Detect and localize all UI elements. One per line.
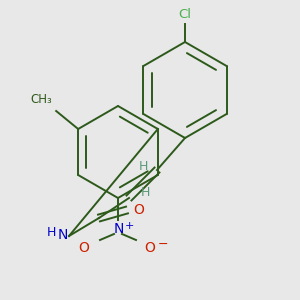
Text: −: − <box>158 238 168 250</box>
Text: O: O <box>134 203 144 217</box>
Text: O: O <box>145 241 155 255</box>
Text: H: H <box>138 160 148 172</box>
Text: N: N <box>58 228 68 242</box>
Text: Cl: Cl <box>178 8 191 21</box>
Text: H: H <box>46 226 56 238</box>
Text: O: O <box>79 241 89 255</box>
Text: +: + <box>124 221 134 231</box>
Text: N: N <box>114 222 124 236</box>
Text: CH₃: CH₃ <box>30 93 52 106</box>
Text: H: H <box>140 185 150 199</box>
